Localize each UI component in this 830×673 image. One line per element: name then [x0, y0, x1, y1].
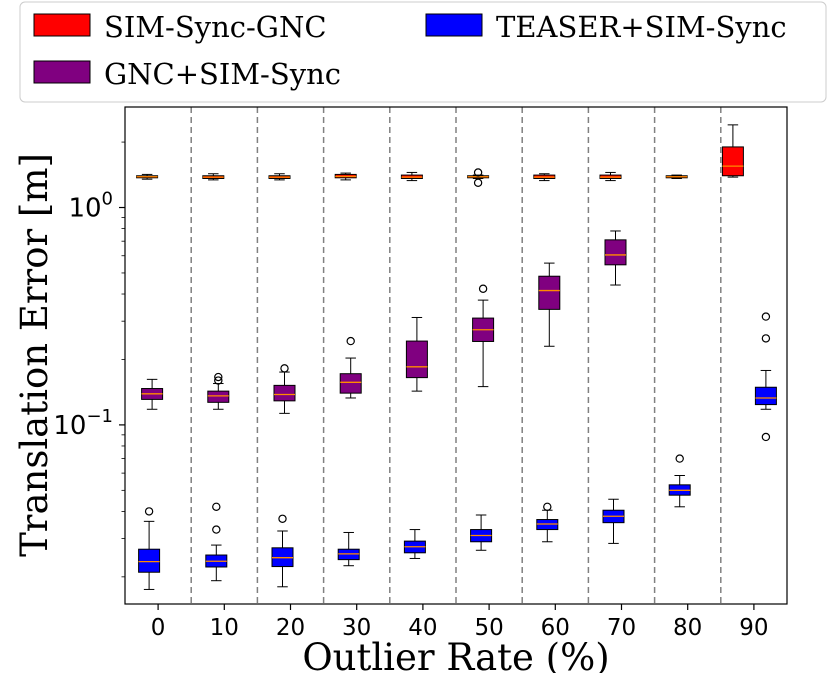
box-body: [273, 384, 296, 402]
box-teaser-sim-sync-50: [470, 514, 493, 551]
box-teaser-sim-sync-40: [403, 529, 426, 559]
box-sim-sync-gnc-20: [268, 173, 291, 181]
outlier-point: [478, 284, 488, 293]
x-tick-label: 40: [408, 615, 437, 641]
box-sim-sync-gnc-40: [400, 171, 423, 182]
box-teaser-sim-sync-60: [536, 502, 559, 543]
outlier-point: [543, 502, 552, 511]
box-body: [754, 386, 777, 406]
box-body: [538, 275, 561, 310]
outlier-point: [761, 432, 771, 442]
box-body: [721, 146, 744, 177]
box-sim-sync-gnc-90: [721, 124, 744, 178]
outlier-point: [346, 336, 355, 346]
legend: SIM-Sync-GNC GNC+SIM-Sync TEASER+SIM-Syn…: [19, 1, 827, 103]
legend-swatch-teaser-sim-sync: [425, 13, 483, 37]
box-gnc-sim-sync-40: [405, 316, 428, 392]
box-body: [405, 340, 428, 379]
box-teaser-sim-sync-10: [205, 502, 228, 582]
outlier-point: [212, 525, 221, 534]
y-tick-base: 10: [53, 411, 86, 441]
box-sim-sync-gnc-10: [202, 173, 225, 181]
x-tick-label: 60: [541, 615, 570, 641]
x-tick-label: 80: [673, 615, 702, 641]
outlier-point: [761, 312, 771, 321]
x-tick-label: 30: [342, 615, 371, 641]
x-axis-label: Outlier Rate (%): [302, 636, 609, 673]
box-sim-sync-gnc-80: [665, 174, 688, 179]
box-teaser-sim-sync-30: [337, 531, 360, 567]
y-tick-exponent: −1: [86, 406, 113, 427]
y-tick-label: 100: [68, 189, 113, 224]
legend-frame: [19, 1, 827, 103]
legend-swatch-sim-sync-gnc: [33, 13, 91, 37]
box-gnc-sim-sync-10: [207, 372, 230, 410]
box-sim-sync-gnc-0: [136, 173, 159, 180]
box-body: [339, 373, 362, 394]
x-tick-label: 20: [276, 615, 305, 641]
outlier-point: [214, 372, 223, 382]
box-teaser-sim-sync-20: [271, 514, 294, 588]
outlier-point: [214, 376, 223, 385]
box-sim-sync-gnc-60: [533, 173, 556, 182]
outlier-point: [675, 454, 684, 463]
legend-label-teaser-sim-sync: TEASER+SIM-Sync: [496, 10, 787, 44]
outlier-point: [473, 168, 483, 177]
plot-frame: [124, 106, 788, 605]
outlier-point: [761, 334, 771, 343]
x-tick-label: 10: [210, 615, 239, 641]
x-tick-label: 70: [607, 615, 636, 641]
box-body: [207, 390, 230, 403]
box-gnc-sim-sync-50: [472, 284, 495, 388]
outlier-point: [144, 507, 154, 516]
box-teaser-sim-sync-90: [754, 312, 777, 442]
outlier-point: [278, 514, 287, 523]
box-sim-sync-gnc-70: [599, 171, 622, 182]
box-gnc-sim-sync-30: [339, 336, 362, 399]
outlier-point: [280, 364, 289, 373]
box-gnc-sim-sync-0: [141, 378, 164, 410]
box-teaser-sim-sync-0: [138, 507, 161, 590]
box-body: [138, 548, 161, 573]
box-teaser-sim-sync-70: [602, 498, 625, 544]
category-separators: [190, 107, 722, 604]
x-tick-label: 90: [739, 615, 768, 641]
y-tick-base: 10: [68, 194, 101, 224]
y-tick-exponent: 0: [102, 189, 113, 210]
legend-label-gnc-sim-sync: GNC+SIM-Sync: [104, 57, 341, 91]
x-tick-label: 0: [151, 615, 166, 641]
box-gnc-sim-sync-60: [538, 262, 561, 347]
outlier-point: [473, 178, 483, 187]
box-gnc-sim-sync-70: [604, 230, 627, 286]
box-gnc-sim-sync-20: [273, 364, 296, 414]
legend-swatch-gnc-sim-sync: [33, 60, 91, 84]
box-sim-sync-gnc-50: [467, 168, 490, 187]
x-axis: 0 10 20 30 40 50 60 70 80 90: [151, 604, 769, 641]
box-body: [604, 239, 627, 266]
x-tick-label: 50: [474, 615, 503, 641]
legend-label-sim-sync-gnc: SIM-Sync-GNC: [104, 10, 327, 44]
box-teaser-sim-sync-80: [668, 454, 691, 508]
y-axis-label: Translation Error [m]: [13, 153, 56, 557]
outlier-point: [212, 502, 221, 511]
box-plots: [136, 124, 777, 590]
box-sim-sync-gnc-30: [334, 172, 357, 181]
y-tick-label: 10−1: [53, 406, 113, 441]
